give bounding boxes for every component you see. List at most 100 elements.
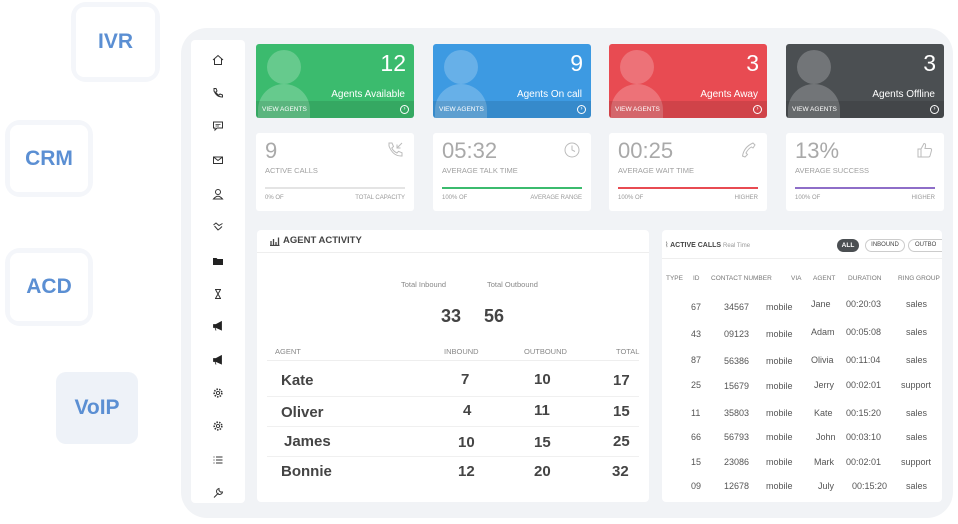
agent: Adam (811, 327, 835, 337)
phone-icon[interactable] (203, 83, 233, 103)
agent: Olivia (811, 355, 834, 365)
stat-caption: ACTIVE CALLS (265, 166, 318, 175)
table-row: James 10 15 25 (267, 427, 639, 457)
avatar (267, 50, 301, 84)
col-header-outbound: OUTBOUND (524, 347, 567, 356)
agents-on-call-card[interactable]: 9 Agents On call VIEW AGENTS › (433, 44, 591, 118)
ring-group: support (901, 457, 932, 467)
table-row: Oliver 4 11 15 (267, 397, 639, 427)
agent-name: Oliver (281, 404, 324, 421)
stat-left-text: 0% OF (265, 195, 284, 201)
home-icon[interactable] (203, 50, 233, 70)
inbound-value: 10 (458, 434, 475, 451)
voip-label: VoIP (74, 396, 120, 419)
agent-activity-title: AGENT ACTIVITY (283, 235, 362, 246)
col-header-agent: AGENT (813, 275, 836, 282)
call-id: 25 (691, 380, 702, 390)
inbound-value: 7 (461, 371, 470, 388)
contact-number: 12678 (724, 481, 750, 491)
view-agents-link[interactable]: VIEW AGENTS › (433, 101, 591, 118)
filter-all-button[interactable]: ALL (837, 239, 859, 252)
mail-icon[interactable] (203, 150, 233, 170)
sidebar (191, 40, 245, 503)
view-agents-link[interactable]: VIEW AGENTS › (786, 101, 944, 118)
ring-group: sales (906, 299, 928, 309)
wrench-icon[interactable] (203, 483, 233, 503)
total-inbound-value: 33 (441, 306, 462, 326)
agent-name: Kate (281, 372, 314, 389)
view-agents-link[interactable]: VIEW AGENTS › (256, 101, 414, 118)
duration: 00:05:08 (846, 327, 882, 337)
active-calls-panel: ⌇ ACTIVE CALLS Real Time ALL INBOUND OUT… (662, 230, 942, 502)
avatar (620, 50, 654, 84)
megaphone-icon[interactable] (203, 316, 233, 336)
stat-left-text: 100% OF (795, 195, 821, 201)
chat-icon[interactable] (203, 116, 233, 136)
stat-value: 13% (795, 138, 840, 163)
contact-number: 56386 (724, 356, 750, 366)
inbound-value: 4 (463, 402, 472, 419)
ring-group: sales (906, 408, 928, 418)
average-success-stat: 13% AVERAGE SUCCESS 100% OF HIGHER (786, 133, 944, 211)
divider (662, 258, 942, 259)
inbound-value: 12 (458, 463, 475, 480)
via: mobile (766, 329, 793, 339)
agents-away-count: 3 (746, 50, 759, 76)
voip-tag: VoIP (56, 372, 138, 444)
stat-progress-fill (618, 187, 758, 189)
agent: July (818, 481, 835, 491)
agents-offline-card[interactable]: 3 Agents Offline VIEW AGENTS › (786, 44, 944, 118)
filter-inbound-button[interactable]: INBOUND (865, 239, 905, 252)
duration: 00:03:10 (846, 432, 882, 442)
agents-available-card[interactable]: 12 Agents Available VIEW AGENTS › (256, 44, 414, 118)
hourglass-icon[interactable] (203, 284, 233, 304)
duration: 00:02:01 (846, 380, 882, 390)
filter-outbound-button[interactable]: OUTBO (908, 239, 942, 252)
col-header-inbound: INBOUND (444, 347, 479, 356)
handshake-icon[interactable] (203, 217, 233, 237)
ivr-tag: IVR (76, 7, 155, 77)
ivr-label: IVR (76, 7, 155, 77)
agents-away-card[interactable]: 3 Agents Away VIEW AGENTS › (609, 44, 767, 118)
arrow-right-icon: › (753, 105, 762, 114)
duration: 00:15:20 (846, 408, 882, 418)
total-outbound-value: 56 (484, 306, 505, 326)
crm-tag: CRM (10, 125, 88, 192)
gear-icon[interactable] (203, 416, 233, 436)
duration: 00:20:03 (846, 299, 882, 309)
stat-right-text: HIGHER (911, 195, 935, 201)
outbound-value: 11 (534, 402, 550, 419)
agents-available-count: 12 (380, 50, 406, 76)
total-inbound-label: Total Inbound (401, 280, 447, 289)
stat-progress-fill (442, 187, 582, 189)
avatar (435, 84, 487, 118)
stat-progress-bar (442, 187, 582, 189)
stat-left-text: 100% OF (618, 195, 644, 201)
outbound-value: 20 (534, 463, 551, 480)
agent-name: Bonnie (281, 463, 332, 480)
duration: 00:15:20 (852, 481, 888, 491)
agents-offline-count: 3 (923, 50, 936, 76)
active-calls-title: ACTIVE CALLS (670, 242, 722, 249)
via: mobile (766, 408, 793, 418)
via: mobile (766, 432, 793, 442)
call-id: 67 (691, 302, 702, 312)
stat-caption: AVERAGE SUCCESS (795, 166, 870, 175)
megaphone-icon[interactable] (203, 350, 233, 370)
list-icon[interactable] (203, 450, 233, 470)
col-header-duration: DURATION (848, 275, 882, 282)
ring-group: sales (906, 432, 928, 442)
divider (257, 252, 649, 253)
active-calls-title-wrap: ⌇ ACTIVE CALLS Real Time (665, 242, 751, 249)
stat-right-text: TOTAL CAPACITY (355, 195, 405, 201)
avatar (797, 50, 831, 84)
via: mobile (766, 381, 793, 391)
folder-icon[interactable] (203, 251, 233, 271)
gear-icon[interactable] (203, 383, 233, 403)
contacts-icon[interactable] (203, 184, 233, 204)
table-row: Kate 7 10 17 (267, 367, 639, 397)
view-agents-link[interactable]: VIEW AGENTS › (609, 101, 767, 118)
stat-value: 9 (265, 138, 278, 163)
call-id: 43 (691, 329, 702, 339)
call-id: 11 (691, 408, 701, 418)
